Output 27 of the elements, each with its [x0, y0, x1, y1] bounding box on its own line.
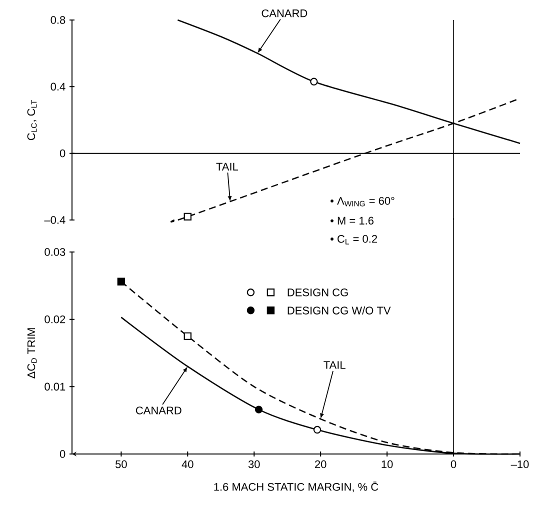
annotation: • Λ$_{WING}$ = 60°	[330, 196, 394, 206]
annotation: CANARD	[262, 9, 308, 18]
y-tick-label: 0.8	[50, 16, 66, 24]
x-axis-title: 1.6 MACH STATIC MARGIN, % C̄	[214, 482, 378, 492]
annotation: TAIL	[324, 361, 346, 369]
x-tick-label: 30	[248, 460, 260, 468]
y-axis-title: C$_{LC}$, C$_{LT}$	[27, 100, 37, 140]
annotation: • M = 1.6	[330, 216, 374, 225]
x-tick-label: 0	[450, 460, 456, 468]
x-tick-label: 40	[182, 460, 194, 468]
text: • C$_{L}$ = 0.2	[330, 235, 377, 244]
y-tick-label: –0.4	[44, 216, 66, 224]
annotation: CANARD	[136, 406, 182, 414]
y-axis-title: ΔC$_{D}$ TRIM	[27, 328, 37, 378]
x-tick-label: 10	[382, 460, 393, 468]
y-tick-label: 0	[60, 450, 66, 458]
x-tick-label: 20	[315, 460, 326, 468]
x-tick-label: –10	[510, 460, 529, 468]
y-tick-label: 0.03	[44, 248, 66, 256]
legend-label: DESIGN CG W/O TV	[288, 306, 391, 314]
y-tick-label: 0.4	[50, 82, 66, 91]
annotation: TAIL	[216, 162, 238, 170]
legend-label: DESIGN CG	[288, 288, 348, 296]
x-tick-label: 50	[116, 460, 127, 468]
y-tick-label: 0.01	[44, 382, 66, 391]
y-tick-label: 0	[60, 149, 66, 158]
y-tick-label: 0.02	[44, 315, 66, 324]
